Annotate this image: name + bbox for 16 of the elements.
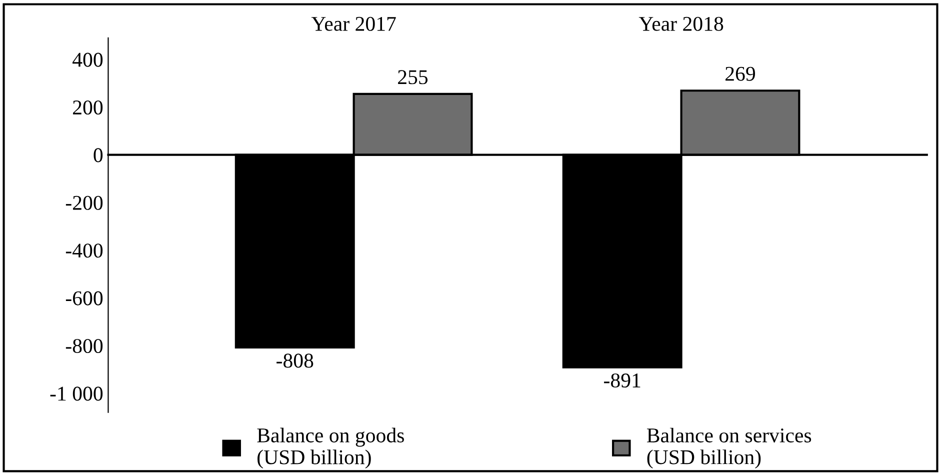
data-label: -891 [604, 373, 640, 388]
x-tick-label: Year 2018 [638, 16, 724, 31]
data-label: 255 [398, 70, 428, 84]
y-tick-label: -800 [66, 338, 103, 354]
legend-label: Balance on goods (USD billion) [257, 428, 404, 469]
x-tick-label: Year 2017 [311, 16, 396, 31]
y-tick-label: 0 [94, 148, 103, 162]
y-tick-label: -200 [66, 196, 103, 210]
data-label: -808 [276, 354, 314, 368]
y-tick-label: -400 [66, 244, 103, 258]
legend-label: Balance on services (USD billion) [646, 428, 812, 468]
y-tick-label: 200 [73, 100, 103, 115]
y-tick-label: -1 000 [50, 386, 103, 401]
y-tick-label: -600 [66, 291, 103, 306]
data-label: 269 [726, 66, 755, 81]
y-tick-label: 400 [72, 52, 103, 67]
